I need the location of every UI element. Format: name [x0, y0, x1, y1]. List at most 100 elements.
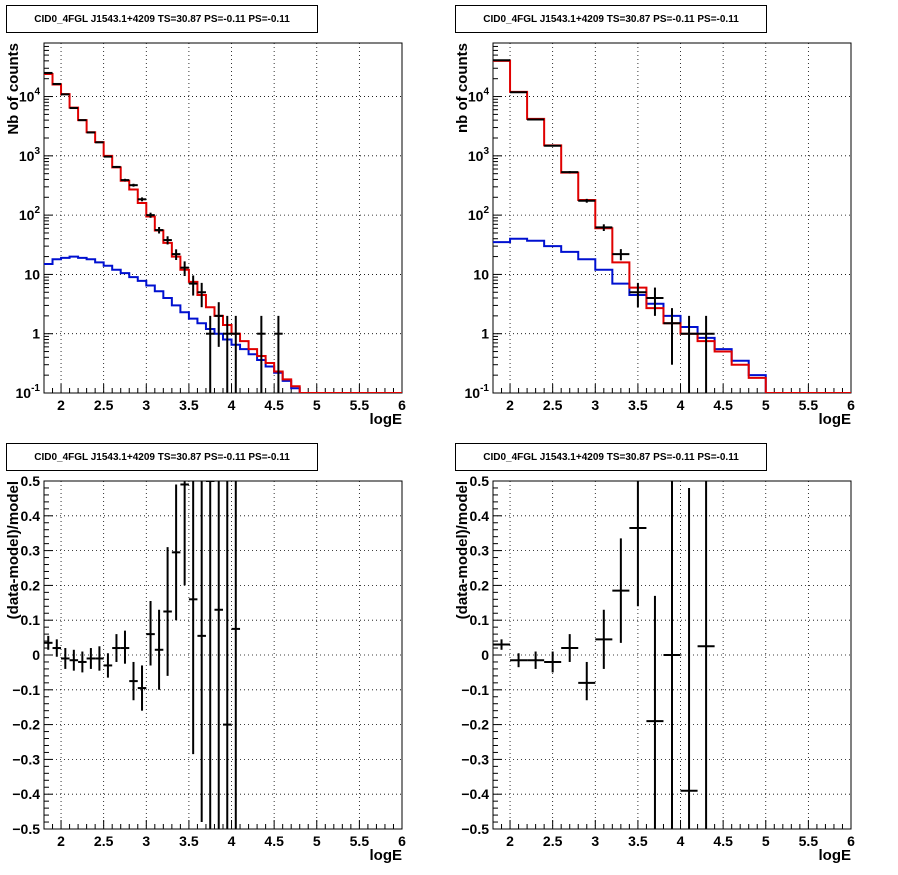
y-axis-title: (data-model)/model [454, 481, 471, 619]
y-tick-label: 0.4 [21, 508, 41, 524]
data-point [274, 315, 283, 393]
data-point [154, 227, 164, 234]
data-point [612, 538, 630, 643]
x-axis-title: logE [370, 411, 403, 428]
x-tick-label: 2 [506, 833, 514, 849]
y-tick-label: 0.3 [470, 543, 490, 559]
x-axis-title: logE [819, 847, 852, 864]
data-point [214, 302, 223, 347]
data-point [223, 315, 232, 393]
y-tick-label: 0.5 [21, 473, 41, 489]
data-point [646, 287, 664, 316]
y-tick-label: −0.4 [12, 786, 40, 802]
y-tick-label: 10 [473, 266, 489, 282]
x-tick-label: 2.5 [543, 397, 563, 413]
y-tick-label: 102 [19, 205, 41, 223]
y-tick-label: 0.1 [470, 612, 490, 628]
data-point [86, 131, 96, 134]
y-tick-label: 10 [24, 266, 40, 282]
data-point [120, 178, 130, 182]
data-point [129, 183, 138, 187]
plot-area [493, 481, 715, 829]
y-tick-label: −0.5 [12, 821, 40, 837]
y-tick-label: 103 [19, 146, 41, 164]
chart-bottom-right: 2 2.5 3 3.5 4 4.5 5 5.5 6 −0.5 −0.4 −0.3 −0.2 −0.1 0 0.… [454, 473, 855, 864]
plot-area [44, 481, 241, 829]
x-tick-label: 3 [591, 833, 599, 849]
data-point [188, 275, 198, 296]
chart-top-left: 2 2.5 3 3.5 4 4.5 5 5.5 6 10-1 1 10 102 103 104 logE Nb … [5, 42, 406, 428]
data-point [180, 481, 189, 586]
data-point [163, 547, 172, 676]
x-tick-label: 4 [677, 397, 685, 413]
data-point [78, 119, 87, 122]
y-tick-label: 1 [481, 326, 489, 342]
data-point [629, 481, 647, 607]
plot-area [44, 71, 402, 393]
data-point [120, 630, 130, 664]
data-point [154, 609, 164, 690]
data-point [544, 651, 562, 673]
x-tick-label: 6 [847, 833, 855, 849]
x-axis-title: logE [370, 847, 403, 864]
data-point [527, 118, 545, 121]
y-tick-label: 10-1 [465, 383, 490, 401]
y-tick-label: −0.1 [461, 682, 489, 698]
data-point [561, 634, 579, 662]
y-tick-label: 0.5 [470, 473, 490, 489]
data-point [52, 82, 62, 85]
y-tick-label: −0.4 [461, 786, 489, 802]
y-tick-label: 1 [32, 326, 40, 342]
data-point [69, 107, 79, 110]
x-tick-label: 5 [762, 833, 770, 849]
x-tick-label: 2.5 [543, 833, 563, 849]
y-tick-label: 102 [468, 205, 490, 223]
data-point [578, 198, 596, 203]
y-tick-label: 0.4 [470, 508, 490, 524]
x-tick-label: 3.5 [628, 833, 648, 849]
data-point [197, 282, 206, 308]
data-point [493, 639, 511, 650]
data-point [629, 282, 647, 308]
data-point [646, 595, 664, 829]
x-tick-label: 2.5 [94, 833, 114, 849]
y-axis-title: Nb of counts [5, 43, 22, 135]
data-point [257, 315, 266, 393]
panel-title-bottom-left: CID0_4FGL J1543.1+4209 TS=30.87 PS=-0.11… [6, 443, 318, 471]
y-tick-label: 0.2 [470, 577, 490, 593]
data-point [561, 171, 579, 174]
data-point [697, 315, 715, 393]
x-tick-label: 2.5 [94, 397, 114, 413]
data-point [61, 648, 70, 669]
x-tick-label: 6 [398, 833, 406, 849]
x-tick-label: 5.5 [350, 397, 370, 413]
y-tick-label: 0.3 [21, 543, 41, 559]
data-point [595, 224, 613, 231]
x-tick-label: 4 [677, 833, 685, 849]
data-point [223, 481, 232, 829]
y-tick-label: −0.3 [12, 751, 40, 767]
data-point [680, 315, 698, 393]
plot-area [493, 59, 851, 393]
data-point [205, 315, 215, 393]
data-point [95, 141, 104, 144]
x-tick-label: 3 [142, 397, 150, 413]
data-point [146, 601, 155, 666]
data-point [129, 661, 138, 701]
data-point [103, 653, 113, 678]
data-point [86, 648, 96, 669]
x-tick-label: 5.5 [799, 833, 819, 849]
data-point [95, 646, 104, 671]
data-point [44, 635, 53, 650]
x-tick-label: 2 [506, 397, 514, 413]
x-tick-label: 4.5 [264, 397, 284, 413]
x-tick-label: 5.5 [350, 833, 370, 849]
data-point [188, 481, 198, 755]
chart-bottom-left: 2 2.5 3 3.5 4 4.5 5 5.5 6 −0.5 −0.4 −0.3 −0.2 −0.1 0 0.… [5, 473, 406, 864]
data-point [205, 481, 215, 829]
panel-title-top-left: CID0_4FGL J1543.1+4209 TS=30.87 PS=-0.11… [6, 5, 318, 33]
data-point [146, 212, 155, 218]
y-tick-label: 10-1 [16, 383, 41, 401]
panel-title-top-right: CID0_4FGL J1543.1+4209 TS=30.87 PS=-0.11… [455, 5, 767, 33]
